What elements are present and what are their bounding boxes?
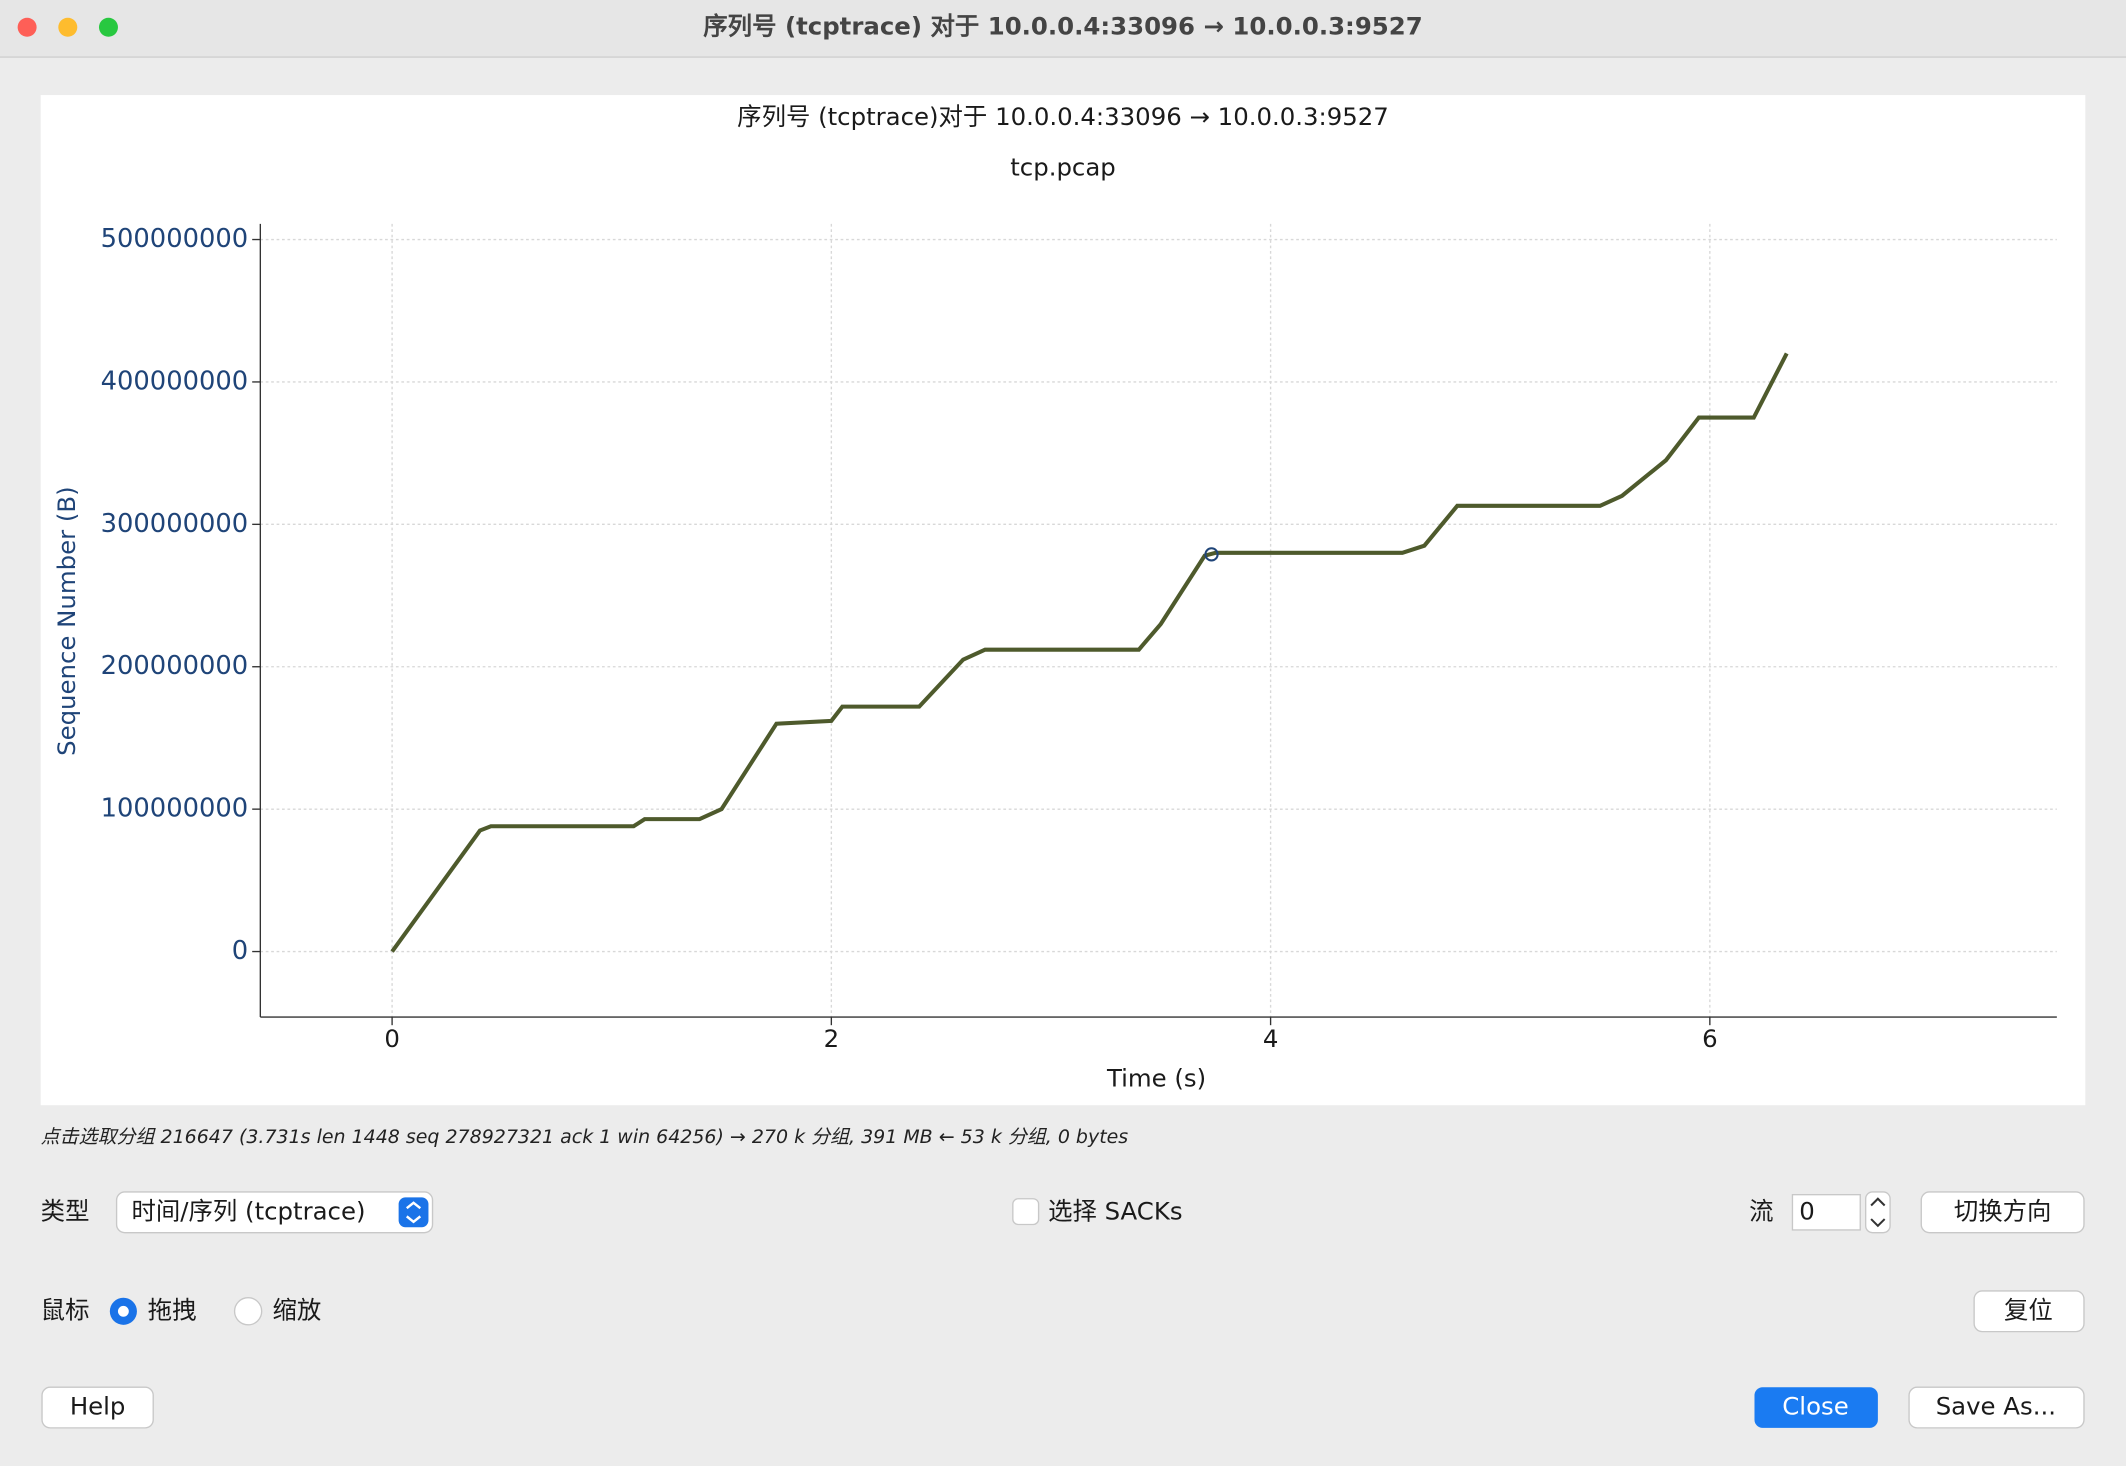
x-tick-label: 6 [1702, 1024, 1718, 1053]
zoom-radio[interactable] [233, 1297, 263, 1326]
title-bar [0, 0, 2126, 58]
x-tick-label: 4 [1263, 1024, 1279, 1053]
reset-button[interactable] [1973, 1290, 2085, 1333]
window-title: 序列号 (tcptrace) 对于 10.0.0.4:33096 → 10.0.… [703, 11, 1422, 40]
plot-panel [40, 95, 2086, 1106]
stream-label: 流 [1749, 1196, 1773, 1225]
x-tick-label: 0 [384, 1024, 400, 1053]
save-text: Save As... [1936, 1392, 2056, 1421]
drag-label: 拖拽 [148, 1295, 197, 1324]
y-tick-label: 500000000 [101, 224, 248, 254]
y-tick-label: 100000000 [101, 794, 248, 824]
type-label: 类型 [41, 1196, 90, 1225]
y-axis-label: Sequence Number (B) [52, 486, 81, 756]
chart-subtitle: tcp.pcap [1010, 152, 1116, 181]
save-button[interactable] [1908, 1386, 2085, 1429]
mouse-label: 鼠标 [41, 1295, 90, 1324]
y-tick-label: 300000000 [101, 509, 248, 539]
zoom-label: 缩放 [273, 1295, 322, 1324]
max-dot[interactable] [98, 17, 118, 37]
help-text: Help [70, 1392, 126, 1421]
x-tick-label: 2 [824, 1024, 840, 1053]
stream-value: 0 [1799, 1196, 1815, 1225]
stream-input[interactable] [1791, 1193, 1861, 1231]
close-button[interactable] [1754, 1387, 1878, 1428]
close-dot[interactable] [17, 17, 37, 37]
reset-text: 复位 [2004, 1295, 2053, 1324]
chart-title: 序列号 (tcptrace)对于 10.0.0.4:33096 → 10.0.0… [737, 102, 1389, 131]
sacks-label: 选择 SACKs [1048, 1196, 1182, 1225]
y-tick-label: 400000000 [101, 366, 248, 396]
y-tick-label: 0 [232, 936, 248, 966]
switch-button[interactable] [1920, 1191, 2085, 1234]
type-select[interactable] [115, 1191, 434, 1234]
sequence-line [390, 352, 1789, 953]
y-tick-label: 200000000 [101, 651, 248, 681]
status-text: 点击选取分组 216647 (3.731s len 1448 seq 27892… [41, 1126, 1129, 1148]
select-arrow [398, 1197, 429, 1228]
selected-packet [1204, 547, 1219, 562]
sacks-checkbox[interactable] [1012, 1198, 1040, 1226]
type-value: 时间/序列 (tcptrace) [132, 1196, 366, 1225]
min-dot[interactable] [58, 17, 78, 37]
help-button[interactable] [41, 1386, 154, 1429]
x-axis-label: Time (s) [1106, 1063, 1206, 1092]
stream-stepper[interactable] [1864, 1191, 1891, 1234]
close-text: Close [1782, 1392, 1848, 1421]
switch-text: 切换方向 [1954, 1196, 2052, 1225]
